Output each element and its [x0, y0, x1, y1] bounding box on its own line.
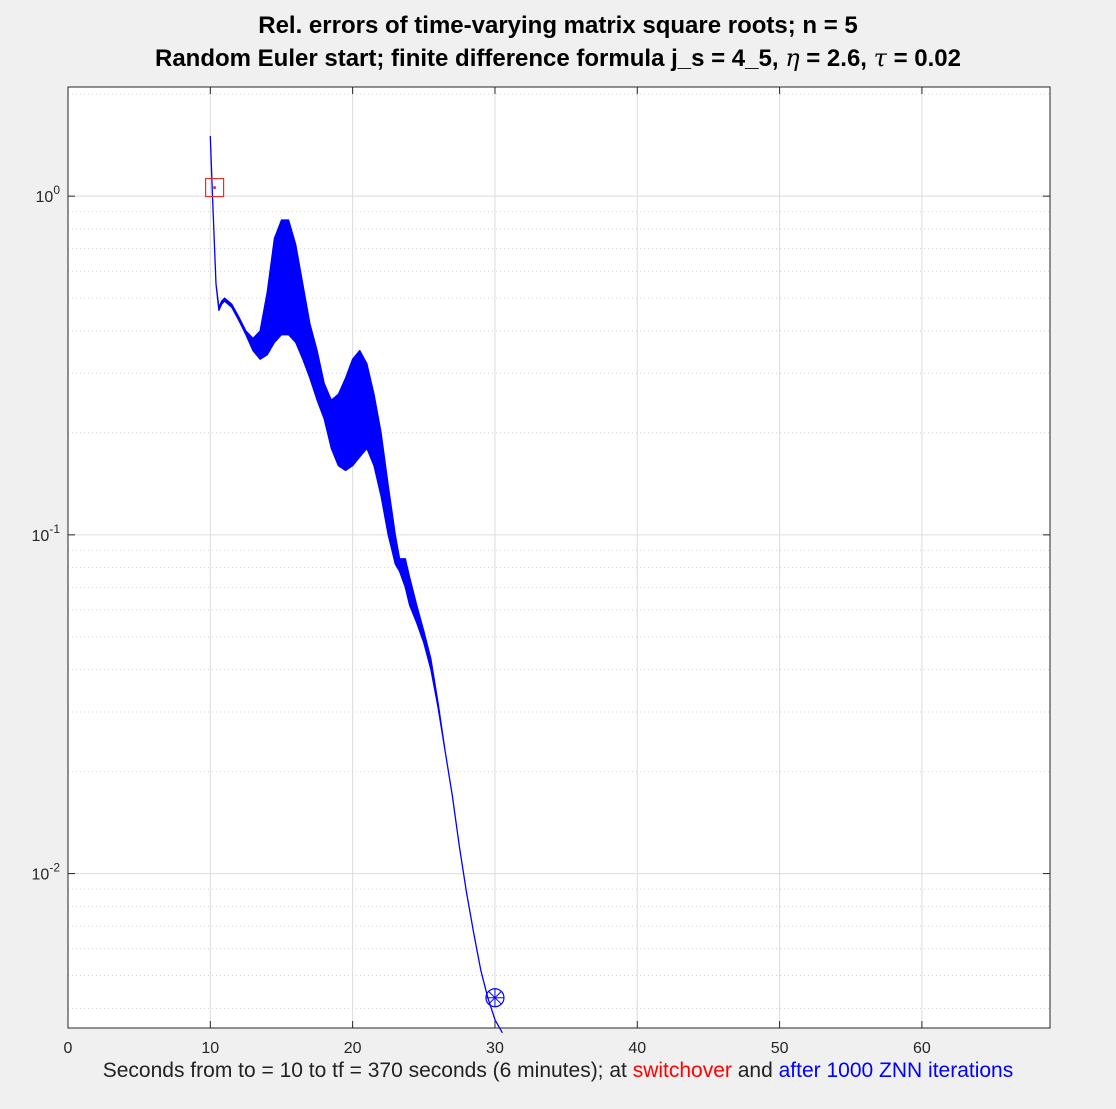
y-tick-label: 10-2 [32, 861, 61, 884]
x-tick-label: 60 [913, 1040, 931, 1057]
x-tick-label: 30 [486, 1040, 504, 1057]
axes-box [67, 86, 1051, 1029]
chart-title: Rel. errors of time-varying matrix squar… [0, 10, 1116, 75]
y-tick-label: 10-1 [32, 522, 61, 545]
switchover-marker [204, 177, 225, 198]
y-tick-label: 100 [36, 183, 61, 206]
x-tick-label: 0 [64, 1040, 73, 1057]
xlabel-switchover: switchover [632, 1059, 732, 1082]
eta-value: = 2.6, [799, 45, 874, 72]
series-layer [209, 135, 503, 1033]
tick-layer: 0 10 20 30 40 50 60 10-2 10-1 100 [32, 87, 1050, 1057]
title-line-2-prefix: Random Euler start; finite difference fo… [155, 45, 786, 72]
x-tick-label: 50 [771, 1040, 789, 1057]
title-line-2: Random Euler start; finite difference fo… [0, 42, 1116, 75]
marker-layer [204, 177, 505, 1008]
xlabel-prefix: Seconds from to = 10 to tf = 370 seconds… [102, 1059, 633, 1082]
title-line-1: Rel. errors of time-varying matrix squar… [258, 12, 858, 39]
x-tick-label: 10 [201, 1040, 219, 1057]
x-axis-label: Seconds from to = 10 to tf = 370 seconds… [0, 1059, 1116, 1083]
tau-value: = 0.02 [886, 45, 961, 72]
axes-background [68, 87, 1050, 1028]
eta-symbol: η [785, 44, 800, 72]
x-tick-label: 20 [344, 1040, 362, 1057]
xlabel-after: after 1000 ZNN iterations [778, 1059, 1014, 1082]
xlabel-middle: and [731, 1059, 779, 1082]
error-series-band [209, 135, 503, 1033]
major-grid [67, 87, 1050, 1028]
x-tick-label: 40 [628, 1040, 646, 1057]
switchover-marker-dot [213, 186, 217, 190]
znn-iterations-marker-spoke [488, 991, 502, 1005]
tau-symbol: τ [873, 44, 887, 72]
